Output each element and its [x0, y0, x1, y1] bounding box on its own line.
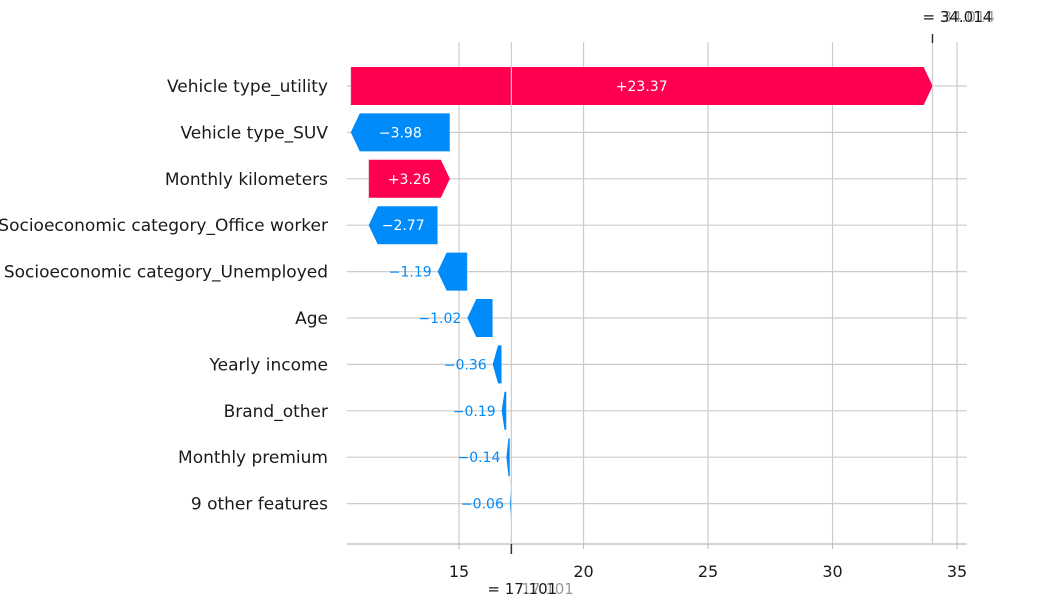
base-value-label: = 17.101: [487, 580, 557, 598]
value-label: −3.98: [379, 125, 422, 141]
feature-label: Vehicle type_SUV: [180, 123, 328, 143]
value-label: −1.02: [418, 311, 461, 327]
bar: [368, 159, 450, 198]
x-tick-label: 15: [449, 562, 469, 581]
annotations: 17.101= 17.101 34.014= 34.014: [487, 8, 995, 598]
value-label: −2.77: [382, 218, 425, 234]
bar: [350, 67, 933, 105]
feature-label: Socioeconomic category_Unemployed: [4, 263, 328, 283]
feature-label: Yearly income: [209, 355, 328, 375]
x-axis: 15 20 25 30 35: [347, 543, 967, 581]
bar: [501, 391, 507, 430]
feature-rows: Vehicle type_utility Vehicle type_SUV Mont…: [0, 77, 967, 515]
feature-label: Age: [295, 309, 328, 329]
base-value-gray-label: 17.101: [521, 580, 574, 598]
bar: [467, 299, 493, 337]
bar: [368, 206, 438, 245]
value-label: −1.19: [389, 265, 432, 281]
bar: [350, 113, 450, 152]
bar: [437, 252, 468, 291]
bars: +23.37 −3.98 +3.26 −2.77 −1.19 −1.02 −0.36 −0.1…: [350, 67, 933, 523]
feature-label: Vehicle type_utility: [167, 77, 328, 97]
value-label: −0.19: [453, 404, 496, 420]
final-value-label: = 34.014: [922, 8, 992, 26]
value-label: −0.36: [444, 357, 487, 373]
final-value-gray-label: 34.014: [942, 8, 995, 26]
grid-lines: [458, 42, 958, 544]
feature-label: Monthly premium: [178, 448, 328, 468]
value-label: −0.06: [461, 497, 504, 513]
value-label: +23.37: [616, 79, 668, 95]
x-tick-label: 35: [947, 562, 967, 581]
x-tick-label: 30: [822, 562, 842, 581]
feature-label: Brand_other: [224, 402, 328, 422]
x-tick-label: 25: [698, 562, 718, 581]
feature-label: 9 other features: [191, 495, 328, 515]
bar: [506, 438, 510, 477]
feature-label: Socioeconomic category_Office worker: [0, 216, 328, 236]
bar: [492, 345, 502, 384]
feature-label: Monthly kilometers: [165, 170, 328, 190]
value-label: +3.26: [388, 172, 431, 188]
x-tick-label: 20: [573, 562, 593, 581]
value-label: −0.14: [457, 450, 500, 466]
